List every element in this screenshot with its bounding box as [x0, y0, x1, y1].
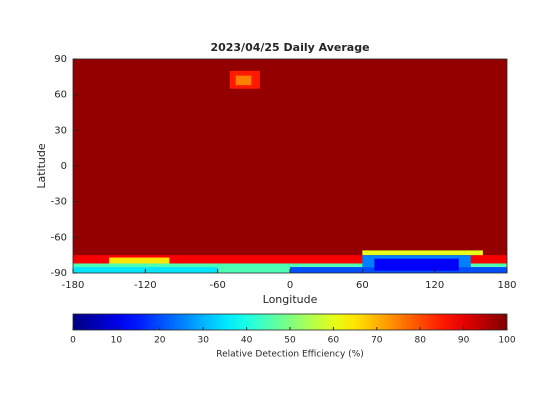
colorbar-tick-label: 90 — [458, 336, 470, 346]
y-tick-label: 90 — [54, 54, 67, 65]
colorbar-tick-label: 80 — [414, 336, 426, 346]
chart-title: 2023/04/25 Daily Average — [210, 41, 369, 54]
cell — [109, 257, 170, 264]
field — [73, 59, 507, 273]
cell — [235, 75, 252, 86]
y-tick-label: -30 — [51, 197, 67, 208]
colorbar-label: Relative Detection Efficiency (%) — [216, 350, 364, 360]
colorbar-tick-label: 100 — [498, 336, 515, 346]
x-tick-label: 120 — [425, 280, 444, 291]
x-tick-label: 0 — [287, 280, 293, 291]
x-tick-label: -180 — [62, 280, 85, 291]
colorbar-tick-label: 60 — [328, 336, 340, 346]
cell — [374, 258, 459, 271]
x-tick-label: -120 — [134, 280, 157, 291]
y-axis-label: Latitude — [35, 143, 48, 189]
y-tick-label: -60 — [51, 232, 67, 243]
y-tick-label: -90 — [51, 268, 67, 279]
x-tick-label: 60 — [356, 280, 369, 291]
x-axis-label: Longitude — [263, 293, 318, 306]
y-tick-label: 60 — [54, 90, 67, 101]
colorbar-tick-label: 30 — [197, 336, 209, 346]
colorbar-tick-label: 10 — [111, 336, 123, 346]
colorbar-tick-label: 20 — [154, 336, 166, 346]
cell — [73, 59, 507, 273]
cell — [362, 250, 483, 256]
colorbar-tick-label: 40 — [241, 336, 253, 346]
x-tick-label: -60 — [209, 280, 225, 291]
colorbar-tick-label: 70 — [371, 336, 383, 346]
cell — [73, 255, 507, 264]
y-tick-label: 0 — [61, 161, 67, 172]
y-tick-label: 30 — [54, 125, 67, 136]
colorbar-tick-label: 50 — [284, 336, 296, 346]
colorbar-tick-label: 0 — [70, 336, 76, 346]
x-tick-label: 180 — [497, 280, 516, 291]
